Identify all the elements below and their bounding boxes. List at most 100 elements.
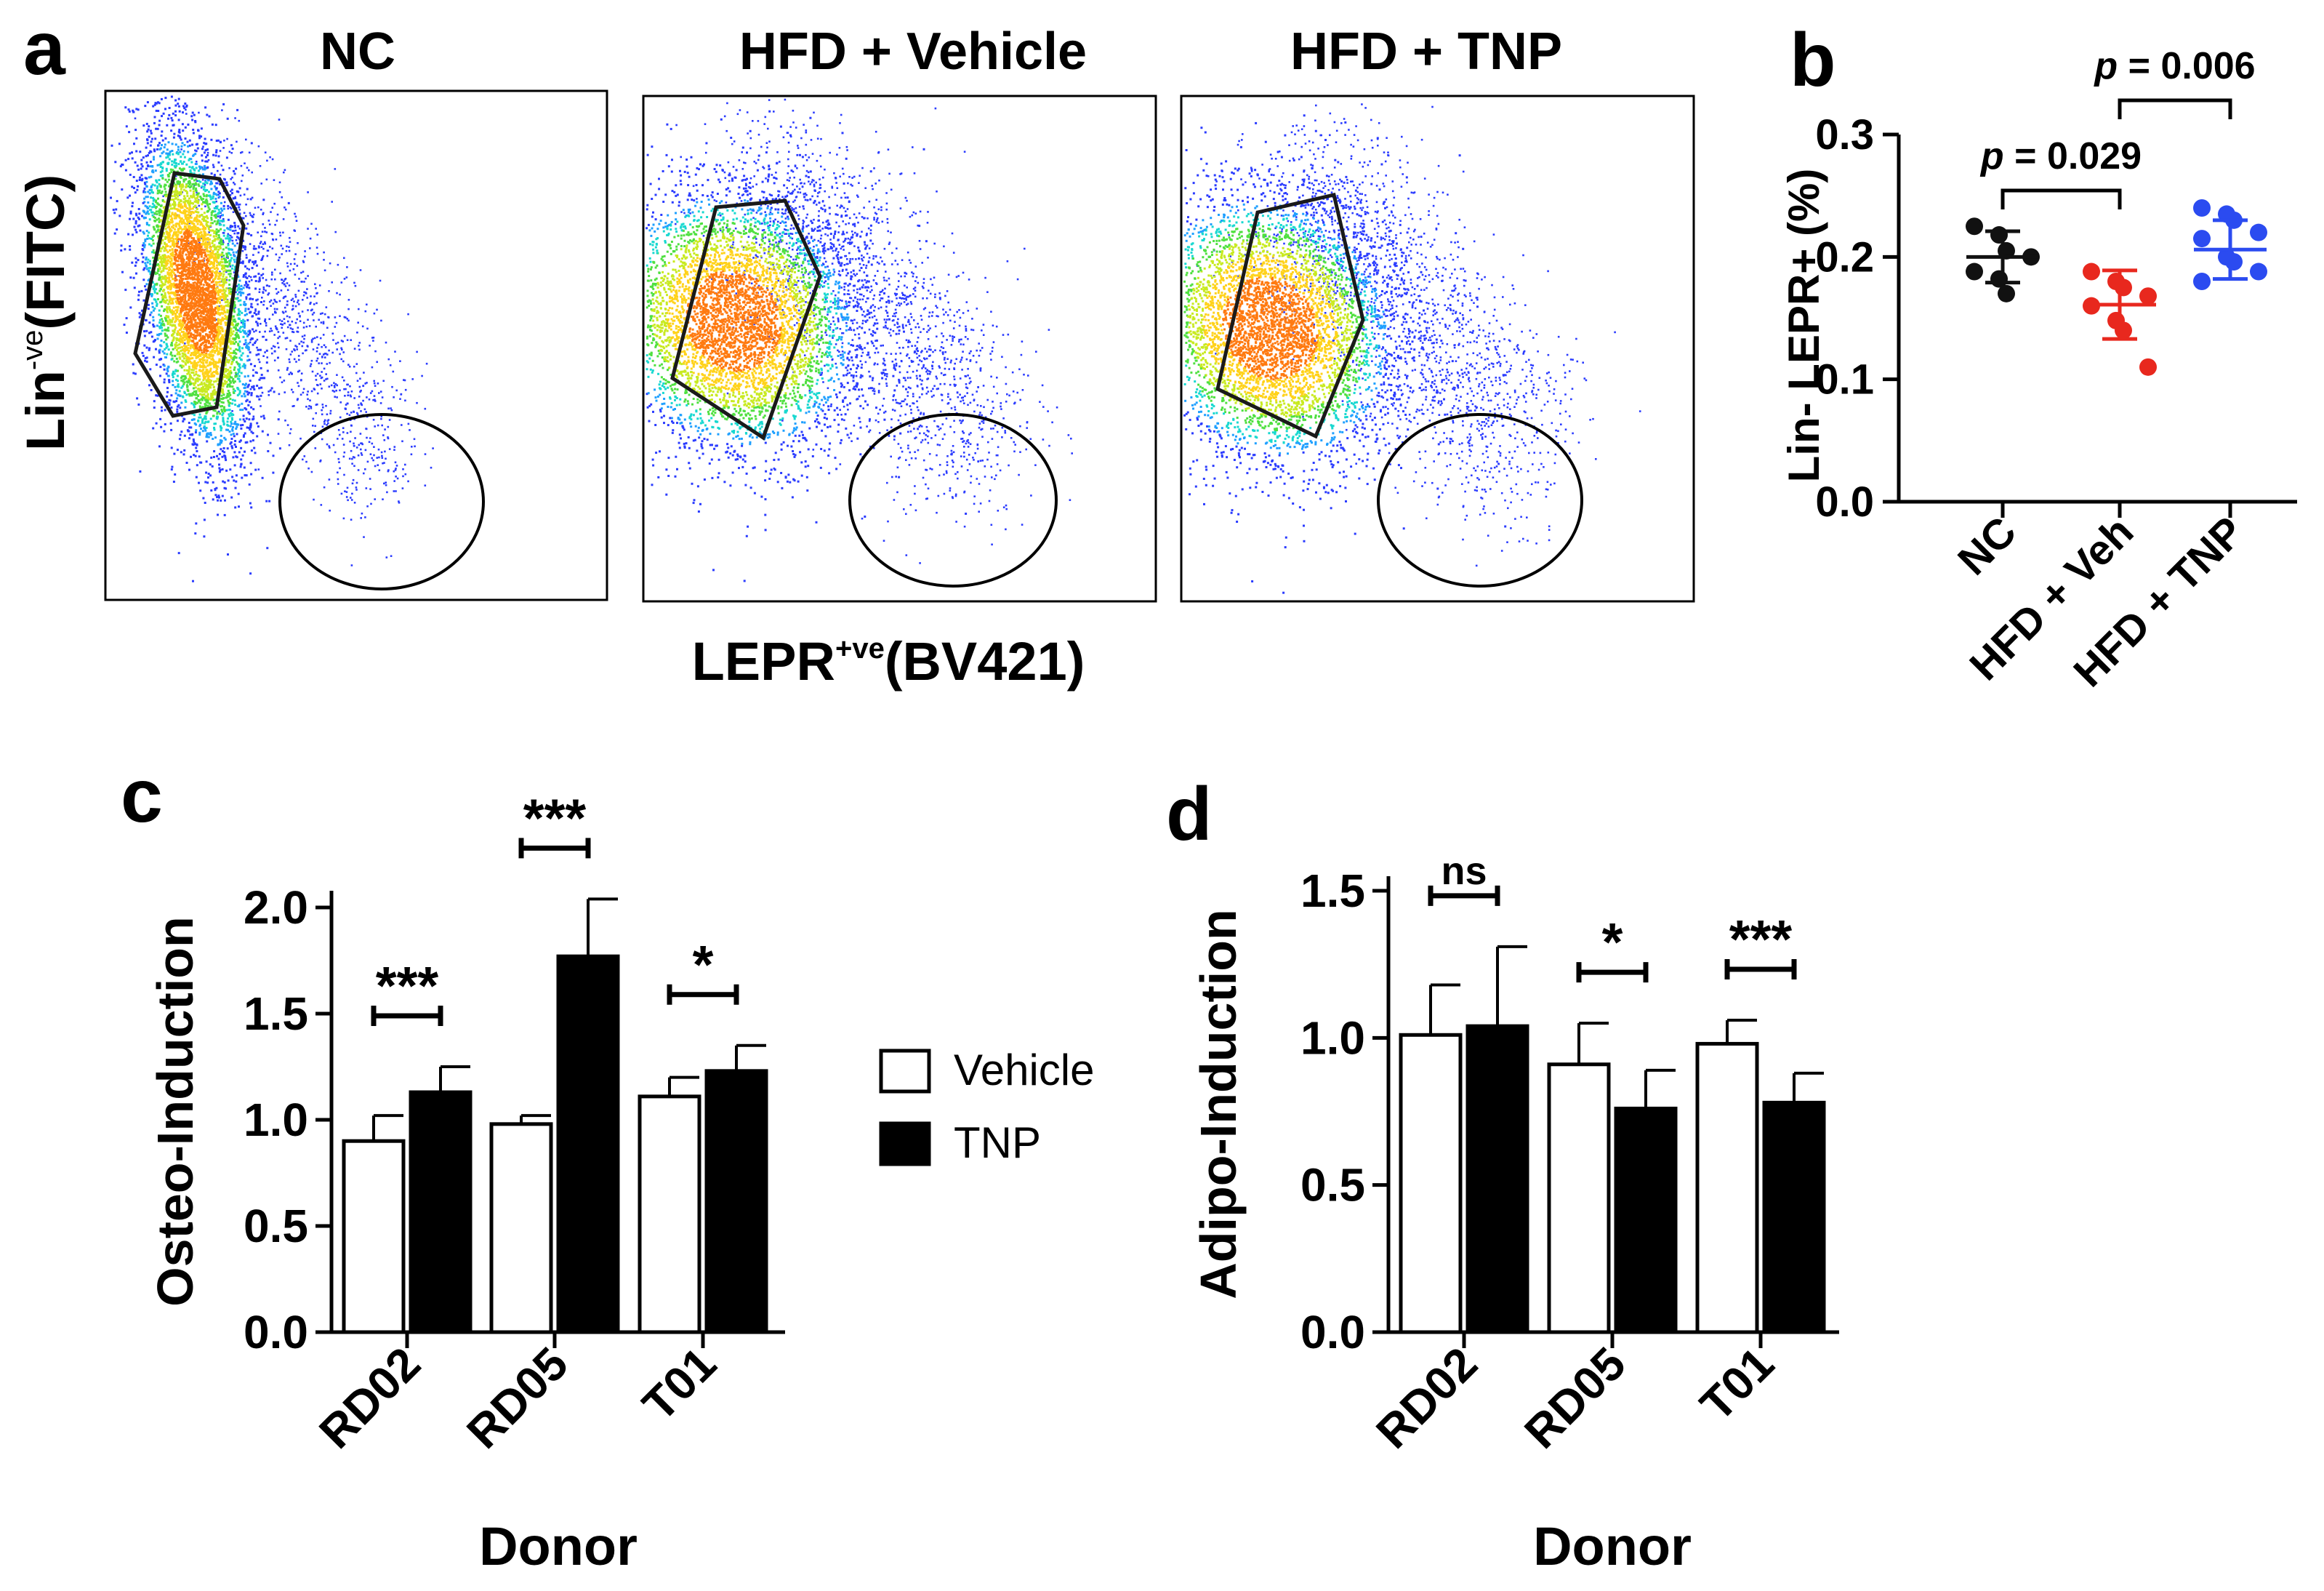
flow-event-dot <box>158 273 161 276</box>
flow-event-dot <box>364 468 366 470</box>
flow-event-dot <box>238 345 241 348</box>
flow-event-dot <box>180 242 183 245</box>
flow-event-dot <box>177 323 180 326</box>
flow-event-dot <box>189 247 192 250</box>
flow-event-dot <box>372 419 375 421</box>
flow-event-dot <box>254 342 257 345</box>
flow-event-dot <box>373 395 376 397</box>
flow-event-dot <box>153 158 155 161</box>
flow-event-dot <box>247 333 250 336</box>
flow-event-dot <box>148 188 151 191</box>
flow-event-dot <box>180 334 182 337</box>
flow-event-dot <box>201 263 204 266</box>
flow-event-dot <box>212 164 214 166</box>
flow-event-dot <box>207 194 210 197</box>
flow-event-dot <box>315 287 317 289</box>
flow-event-dot <box>309 365 312 367</box>
flow-event-dot <box>387 437 390 440</box>
flow-event-dot <box>268 394 270 396</box>
flow-event-dot <box>424 453 427 455</box>
flow-event-dot <box>194 287 197 290</box>
flow-event-dot <box>190 241 193 244</box>
flow-event-dot <box>217 513 219 516</box>
flow-event-dot <box>219 298 222 301</box>
flow-event-dot <box>349 440 351 443</box>
flow-event-dot <box>212 371 215 373</box>
flow-event-dot <box>174 143 177 146</box>
flow-event-dot <box>153 212 156 215</box>
flow-event-dot <box>174 234 177 237</box>
flow-event-dot <box>177 231 180 233</box>
flow-event-dot <box>201 148 204 151</box>
flow-event-dot <box>202 366 205 369</box>
flow-event-dot <box>305 277 307 280</box>
flow-event-dot <box>205 160 207 163</box>
flow-event-dot <box>177 305 180 308</box>
flow-event-dot <box>204 383 207 386</box>
flow-event-dot <box>232 330 235 333</box>
flow-event-dot <box>199 300 202 303</box>
flow-event-dot <box>369 345 371 347</box>
flow-event-dot <box>220 354 223 357</box>
flow-event-dot <box>182 201 185 204</box>
flow-event-dot <box>369 478 371 480</box>
flow-event-dot <box>192 372 195 374</box>
flow-event-dot <box>156 164 159 167</box>
flow-event-dot <box>214 436 217 439</box>
flow-event-dot <box>249 198 252 201</box>
flow-event-dot <box>152 316 155 318</box>
flow-event-dot <box>176 284 179 287</box>
flow-event-dot <box>277 331 280 333</box>
flow-event-dot <box>158 321 161 324</box>
flow-event-dot <box>181 270 184 273</box>
flow-event-dot <box>174 317 177 320</box>
flow-event-dot <box>204 420 207 423</box>
flow-event-dot <box>190 201 193 204</box>
flow-event-dot <box>404 463 406 466</box>
flow-event-dot <box>307 318 309 321</box>
flow-event-dot <box>152 325 155 328</box>
flow-event-dot <box>202 235 205 238</box>
flow-event-dot <box>232 377 235 380</box>
flow-event-dot <box>157 268 160 270</box>
flow-event-dot <box>195 302 198 305</box>
flow-event-dot <box>129 173 132 176</box>
flow-event-dot <box>170 259 173 262</box>
flow-event-dot <box>252 315 254 318</box>
flow-event-dot <box>257 145 260 148</box>
flow-event-dot <box>209 250 212 253</box>
flow-event-dot <box>303 455 306 457</box>
flow-event-dot <box>190 233 193 236</box>
flow-event-dot <box>190 289 193 292</box>
flow-event-dot <box>200 197 203 200</box>
flow-event-dot <box>243 364 246 367</box>
flow-event-dot <box>170 342 173 344</box>
flow-event-dot <box>219 312 222 315</box>
flow-event-dot <box>233 358 235 361</box>
flow-event-dot <box>236 285 238 287</box>
flow-event-dot <box>183 268 186 270</box>
flow-event-dot <box>328 445 330 447</box>
flow-event-dot <box>180 223 183 225</box>
flow-event-dot <box>166 215 169 218</box>
flow-event-dot <box>210 314 213 317</box>
flow-event-dot <box>198 247 201 249</box>
flow-event-dot <box>243 303 246 306</box>
flow-event-dot <box>212 263 215 266</box>
flow-event-dot <box>139 470 142 473</box>
flow-event-dot <box>165 267 168 270</box>
flow-event-dot <box>157 144 159 147</box>
flow-event-dot <box>192 340 195 342</box>
flow-event-dot <box>146 142 149 145</box>
flow-event-dot <box>212 261 215 264</box>
flow-event-dot <box>180 145 183 148</box>
flow-event-dot <box>222 218 225 220</box>
flow-event-dot <box>373 312 376 315</box>
flow-event-dot <box>382 434 385 436</box>
flow-event-dot <box>266 356 268 358</box>
flow-event-dot <box>219 329 222 332</box>
flow-event-dot <box>180 148 182 151</box>
flow-event-dot <box>239 194 242 197</box>
flow-event-dot <box>201 291 204 294</box>
flow-event-dot <box>144 359 146 362</box>
